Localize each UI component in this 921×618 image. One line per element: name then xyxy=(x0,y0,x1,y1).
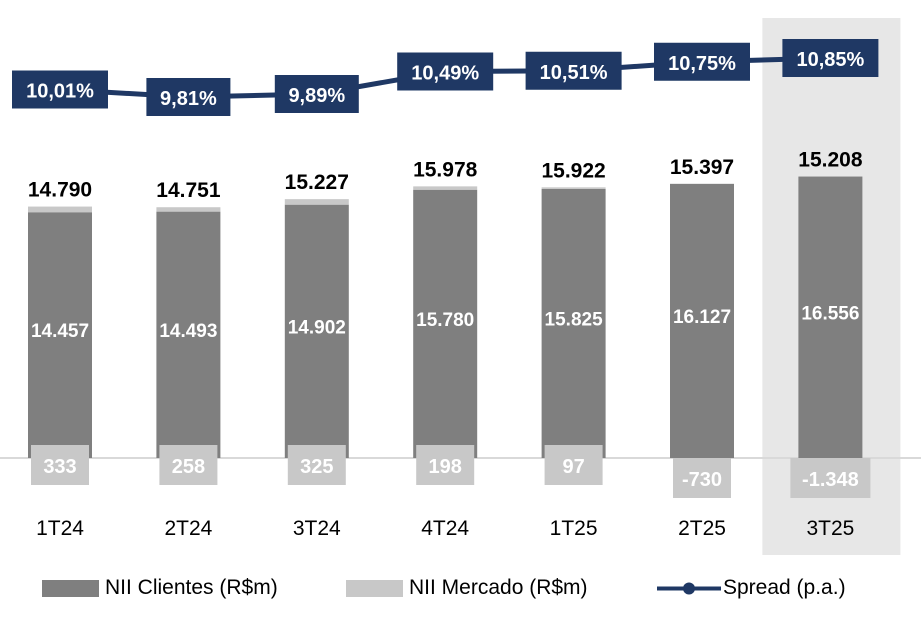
data-label-box-nii-mercado xyxy=(31,445,89,485)
total-label: 15.978 xyxy=(413,158,478,181)
spread-label-box xyxy=(397,52,494,91)
bar-nii-clientes xyxy=(413,189,478,459)
data-label-nii-mercado: -730 xyxy=(682,469,722,491)
spread-data-label: 10,75% xyxy=(668,53,736,75)
legend-item-nii-clientes: NII Clientes (R$m) xyxy=(42,576,278,600)
bar-nii-mercado xyxy=(284,199,349,205)
chart-plot: 14.790 14.457 333 1T24 14.751 14.493 258 2T24 15… xyxy=(0,18,921,555)
spread-label-box xyxy=(146,78,231,116)
total-label: 15.227 xyxy=(285,171,349,194)
bar-nii-mercado xyxy=(413,186,478,190)
data-label-box-nii-mercado xyxy=(287,445,346,485)
data-label-box-nii-mercado xyxy=(159,445,218,485)
total-label: 14.751 xyxy=(156,179,221,202)
total-label: 15.208 xyxy=(798,149,863,172)
legend-swatch xyxy=(346,579,403,597)
data-label-nii-clientes: 14.493 xyxy=(159,321,217,342)
total-label: 14.790 xyxy=(28,179,92,202)
spread-data-label: 9,81% xyxy=(160,88,217,110)
bar-nii-clientes xyxy=(284,204,349,458)
data-label-nii-clientes: 15.825 xyxy=(545,309,604,330)
spread-label-box xyxy=(12,70,108,109)
bar-nii-clientes xyxy=(670,183,734,458)
data-label-nii-mercado: -1.348 xyxy=(802,469,859,491)
data-label-box-nii-mercado xyxy=(673,458,731,498)
data-label-nii-clientes: 15.780 xyxy=(416,310,474,331)
data-label-box-nii-mercado xyxy=(790,458,871,498)
data-label-nii-mercado: 333 xyxy=(43,456,76,478)
bar-nii-mercado xyxy=(156,207,221,212)
data-label-nii-mercado: 97 xyxy=(562,456,584,478)
bar-nii-clientes xyxy=(541,188,606,458)
data-label-nii-mercado: 198 xyxy=(429,456,462,478)
data-label-nii-clientes: 16.127 xyxy=(673,307,731,328)
data-label-nii-clientes: 14.902 xyxy=(288,317,346,338)
legend: NII Clientes (R$m) NII Mercado (R$m) Spr… xyxy=(0,568,921,608)
x-tick-label: 1T24 xyxy=(36,517,84,540)
spread-data-label: 9,89% xyxy=(288,85,345,107)
data-label-box-nii-mercado xyxy=(544,445,603,485)
data-label-nii-clientes: 14.457 xyxy=(31,321,89,342)
legend-line-marker xyxy=(657,582,721,594)
spread-data-label: 10,49% xyxy=(411,63,479,85)
spread-label-box xyxy=(525,51,622,90)
x-tick-label: 3T24 xyxy=(293,517,341,540)
data-label-nii-clientes: 16.556 xyxy=(801,303,859,324)
data-label-box-nii-mercado xyxy=(416,445,475,485)
bar-nii-clientes xyxy=(798,176,863,458)
total-label: 15.922 xyxy=(541,159,605,182)
spread-label-box xyxy=(654,42,750,81)
spread-label-box xyxy=(274,75,359,113)
total-label: 15.397 xyxy=(670,156,734,179)
spread-data-label: 10,01% xyxy=(26,81,94,103)
data-label-nii-mercado: 325 xyxy=(300,456,333,478)
bar-nii-mercado xyxy=(541,187,606,189)
x-tick-label: 3T25 xyxy=(806,517,854,540)
legend-label: NII Mercado (R$m) xyxy=(409,576,588,599)
legend-item-nii-mercado: NII Mercado (R$m) xyxy=(346,576,588,600)
spread-data-label: 10,85% xyxy=(796,49,864,71)
spread-data-label: 10,51% xyxy=(540,62,608,84)
legend-label: Spread (p.a.) xyxy=(723,576,846,599)
x-tick-label: 2T24 xyxy=(164,517,212,540)
x-tick-label: 4T24 xyxy=(421,517,469,540)
legend-label: NII Clientes (R$m) xyxy=(105,576,278,599)
bar-nii-clientes xyxy=(28,212,92,458)
x-tick-label: 2T25 xyxy=(678,517,726,540)
spread-label-box xyxy=(782,39,879,77)
legend-swatch xyxy=(42,579,99,597)
bar-nii-mercado xyxy=(28,206,92,213)
bar-nii-clientes xyxy=(156,211,221,458)
legend-item-spread: Spread (p.a.) xyxy=(657,576,846,600)
x-tick-label: 1T25 xyxy=(550,517,598,540)
data-label-nii-mercado: 258 xyxy=(172,456,205,478)
